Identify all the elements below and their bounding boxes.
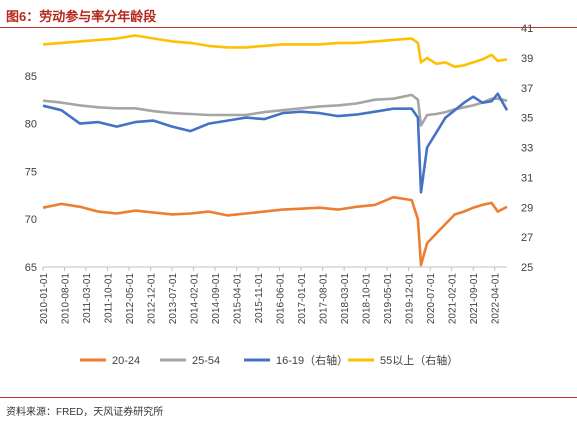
x-axis-tick-label: 2011-10-01 — [104, 273, 115, 324]
left-axis-tick-label: 65 — [25, 262, 37, 274]
series-lines — [42, 34, 509, 267]
x-axis-tick-label: 2016-06-01 — [276, 273, 287, 325]
x-axis-tick-label: 2015-04-01 — [233, 273, 244, 325]
x-axis-tick-label: 2017-01-01 — [297, 273, 308, 325]
x-axis-tick-label: 2018-10-01 — [362, 273, 373, 325]
right-axis-tick-label: 35 — [521, 113, 533, 125]
x-axis-tick-label: 2014-02-01 — [190, 273, 201, 325]
x-axis-ticks: 2010-01-01 2010-08-01 2011-03-01 2011-10-01… — [39, 267, 502, 324]
chart-title: 图6：劳动参与率分年龄段 — [6, 9, 157, 24]
legend-label-2: 16-19（右轴） — [276, 353, 348, 367]
series-line-1 — [42, 93, 508, 127]
right-axis-tick-label: 31 — [521, 172, 533, 184]
right-axis-tick-label: 27 — [521, 232, 533, 244]
left-axis-tick-label: 75 — [25, 166, 37, 178]
x-axis-tick-label: 2010-08-01 — [61, 273, 72, 325]
right-axis-ticks: 25 27 29 31 33 35 37 39 41 — [521, 23, 533, 274]
x-axis-tick-label: 2017-08-01 — [319, 273, 330, 325]
x-axis-tick-label: 2020-07-01 — [426, 273, 437, 325]
title-divider — [0, 27, 577, 28]
right-axis-tick-label: 41 — [521, 23, 533, 35]
source-note: 资料来源：FRED，天风证券研究所 — [6, 407, 164, 418]
right-axis-tick-label: 25 — [521, 262, 533, 274]
left-axis-ticks: 65 70 75 80 85 — [25, 71, 37, 274]
x-axis-tick-label: 2018-03-01 — [340, 273, 351, 325]
x-axis-tick-label: 2014-09-01 — [211, 273, 222, 325]
legend-label-3: 55以上（右轴） — [380, 353, 458, 367]
series-line-3 — [42, 34, 508, 69]
x-axis-tick-label: 2021-02-01 — [448, 273, 459, 325]
left-axis-tick-label: 80 — [25, 119, 37, 131]
footer-divider — [0, 397, 577, 398]
left-axis-tick-label: 85 — [25, 71, 37, 83]
right-axis-tick-label: 37 — [521, 83, 533, 95]
legend-label-0: 20-24 — [112, 355, 140, 367]
x-axis-tick-label: 2019-12-01 — [405, 273, 416, 325]
legend: 20-24 25-54 16-19（右轴） 55以上（右轴） — [80, 353, 458, 367]
x-axis-tick-label: 2021-09-01 — [469, 273, 480, 325]
x-axis-tick-label: 2012-12-01 — [147, 273, 158, 325]
series-line-2 — [42, 92, 509, 194]
legend-label-1: 25-54 — [192, 355, 220, 367]
right-axis-tick-label: 39 — [521, 53, 533, 65]
right-axis-tick-label: 33 — [521, 143, 533, 155]
left-axis-tick-label: 70 — [25, 214, 37, 226]
series-line-0 — [42, 195, 508, 267]
x-axis-tick-label: 2010-01-01 — [39, 273, 50, 325]
x-axis-tick-label: 2015-11-01 — [254, 273, 265, 324]
x-axis-tick-label: 2011-03-01 — [82, 273, 93, 324]
x-axis-tick-label: 2022-04-01 — [491, 273, 502, 325]
right-axis-tick-label: 29 — [521, 202, 533, 214]
x-axis-tick-label: 2019-05-01 — [383, 273, 394, 325]
x-axis-tick-label: 2013-07-01 — [168, 273, 179, 325]
x-axis-tick-label: 2012-05-01 — [125, 273, 136, 325]
